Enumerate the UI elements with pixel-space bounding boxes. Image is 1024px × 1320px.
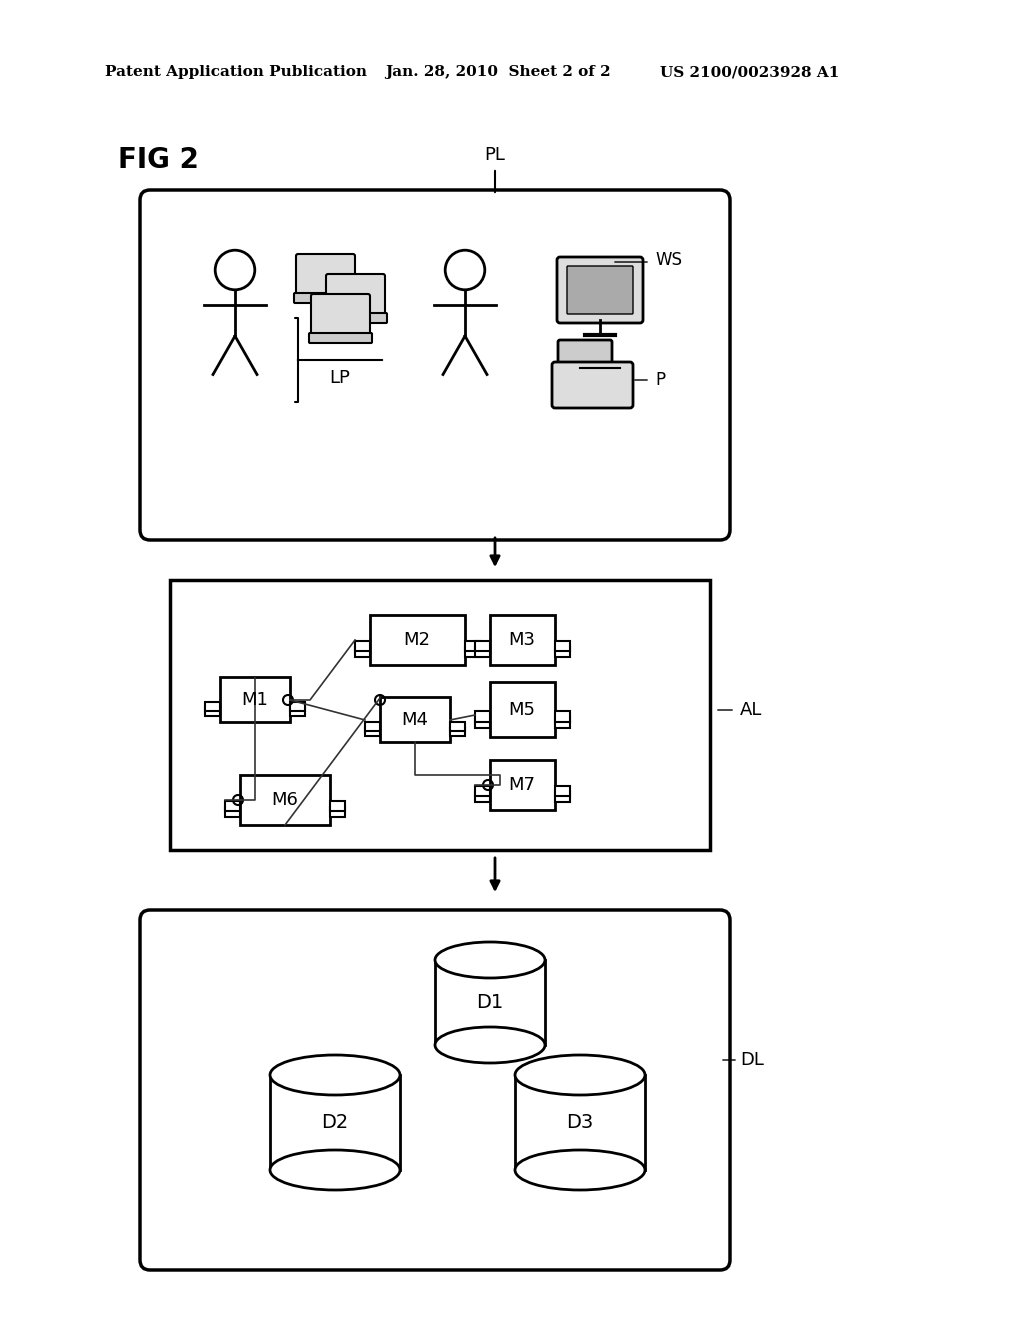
Ellipse shape: [435, 942, 545, 978]
Text: M6: M6: [271, 791, 298, 809]
Text: US 2100/0023928 A1: US 2100/0023928 A1: [660, 65, 840, 79]
FancyBboxPatch shape: [330, 807, 345, 817]
Text: WS: WS: [655, 251, 682, 269]
FancyBboxPatch shape: [170, 579, 710, 850]
FancyBboxPatch shape: [355, 642, 370, 651]
FancyBboxPatch shape: [205, 708, 220, 715]
Text: D2: D2: [322, 1113, 348, 1133]
FancyBboxPatch shape: [475, 792, 490, 803]
FancyBboxPatch shape: [311, 294, 370, 337]
FancyBboxPatch shape: [555, 785, 570, 796]
Bar: [435, 960, 545, 1045]
FancyBboxPatch shape: [465, 642, 480, 651]
FancyBboxPatch shape: [475, 717, 490, 729]
Text: D3: D3: [566, 1113, 594, 1133]
FancyBboxPatch shape: [220, 677, 290, 722]
Text: D1: D1: [476, 993, 504, 1012]
Text: P: P: [655, 371, 666, 389]
FancyBboxPatch shape: [370, 615, 465, 665]
Text: M2: M2: [403, 631, 430, 649]
Text: M4: M4: [401, 711, 428, 729]
Text: LP: LP: [330, 370, 350, 387]
Bar: [515, 1074, 645, 1170]
Ellipse shape: [270, 1055, 400, 1096]
Text: FIG 2: FIG 2: [118, 147, 199, 174]
Text: DL: DL: [740, 1051, 764, 1069]
Ellipse shape: [435, 1027, 545, 1063]
FancyBboxPatch shape: [140, 909, 730, 1270]
Text: AL: AL: [740, 701, 763, 719]
FancyBboxPatch shape: [330, 801, 345, 810]
FancyBboxPatch shape: [552, 362, 633, 408]
Text: Patent Application Publication: Patent Application Publication: [105, 65, 367, 79]
FancyBboxPatch shape: [475, 711, 490, 722]
Text: M1: M1: [242, 690, 268, 709]
Ellipse shape: [515, 1150, 645, 1191]
FancyBboxPatch shape: [240, 775, 330, 825]
FancyBboxPatch shape: [555, 647, 570, 657]
FancyBboxPatch shape: [475, 785, 490, 796]
FancyBboxPatch shape: [225, 807, 240, 817]
FancyBboxPatch shape: [296, 253, 355, 296]
Text: PL: PL: [484, 147, 506, 164]
FancyBboxPatch shape: [475, 647, 490, 657]
FancyBboxPatch shape: [324, 313, 387, 323]
FancyBboxPatch shape: [450, 727, 465, 737]
FancyBboxPatch shape: [309, 333, 372, 343]
Text: M7: M7: [509, 776, 536, 795]
Text: M3: M3: [509, 631, 536, 649]
Ellipse shape: [270, 1150, 400, 1191]
FancyBboxPatch shape: [365, 727, 380, 737]
FancyBboxPatch shape: [557, 257, 643, 323]
FancyBboxPatch shape: [290, 708, 305, 715]
FancyBboxPatch shape: [490, 682, 555, 737]
Bar: [270, 1074, 400, 1170]
FancyBboxPatch shape: [465, 647, 480, 657]
FancyBboxPatch shape: [555, 711, 570, 722]
FancyBboxPatch shape: [555, 642, 570, 651]
Text: Jan. 28, 2010  Sheet 2 of 2: Jan. 28, 2010 Sheet 2 of 2: [385, 65, 610, 79]
FancyBboxPatch shape: [558, 341, 612, 381]
FancyBboxPatch shape: [140, 190, 730, 540]
FancyBboxPatch shape: [205, 702, 220, 711]
FancyBboxPatch shape: [567, 267, 633, 314]
FancyBboxPatch shape: [490, 615, 555, 665]
FancyBboxPatch shape: [490, 760, 555, 810]
FancyBboxPatch shape: [326, 275, 385, 315]
FancyBboxPatch shape: [555, 792, 570, 803]
FancyBboxPatch shape: [355, 647, 370, 657]
FancyBboxPatch shape: [475, 642, 490, 651]
FancyBboxPatch shape: [450, 722, 465, 731]
FancyBboxPatch shape: [365, 722, 380, 731]
FancyBboxPatch shape: [380, 697, 450, 742]
FancyBboxPatch shape: [294, 293, 357, 304]
FancyBboxPatch shape: [555, 717, 570, 729]
Text: M5: M5: [509, 701, 536, 719]
FancyBboxPatch shape: [225, 801, 240, 810]
Ellipse shape: [515, 1055, 645, 1096]
FancyBboxPatch shape: [290, 702, 305, 711]
